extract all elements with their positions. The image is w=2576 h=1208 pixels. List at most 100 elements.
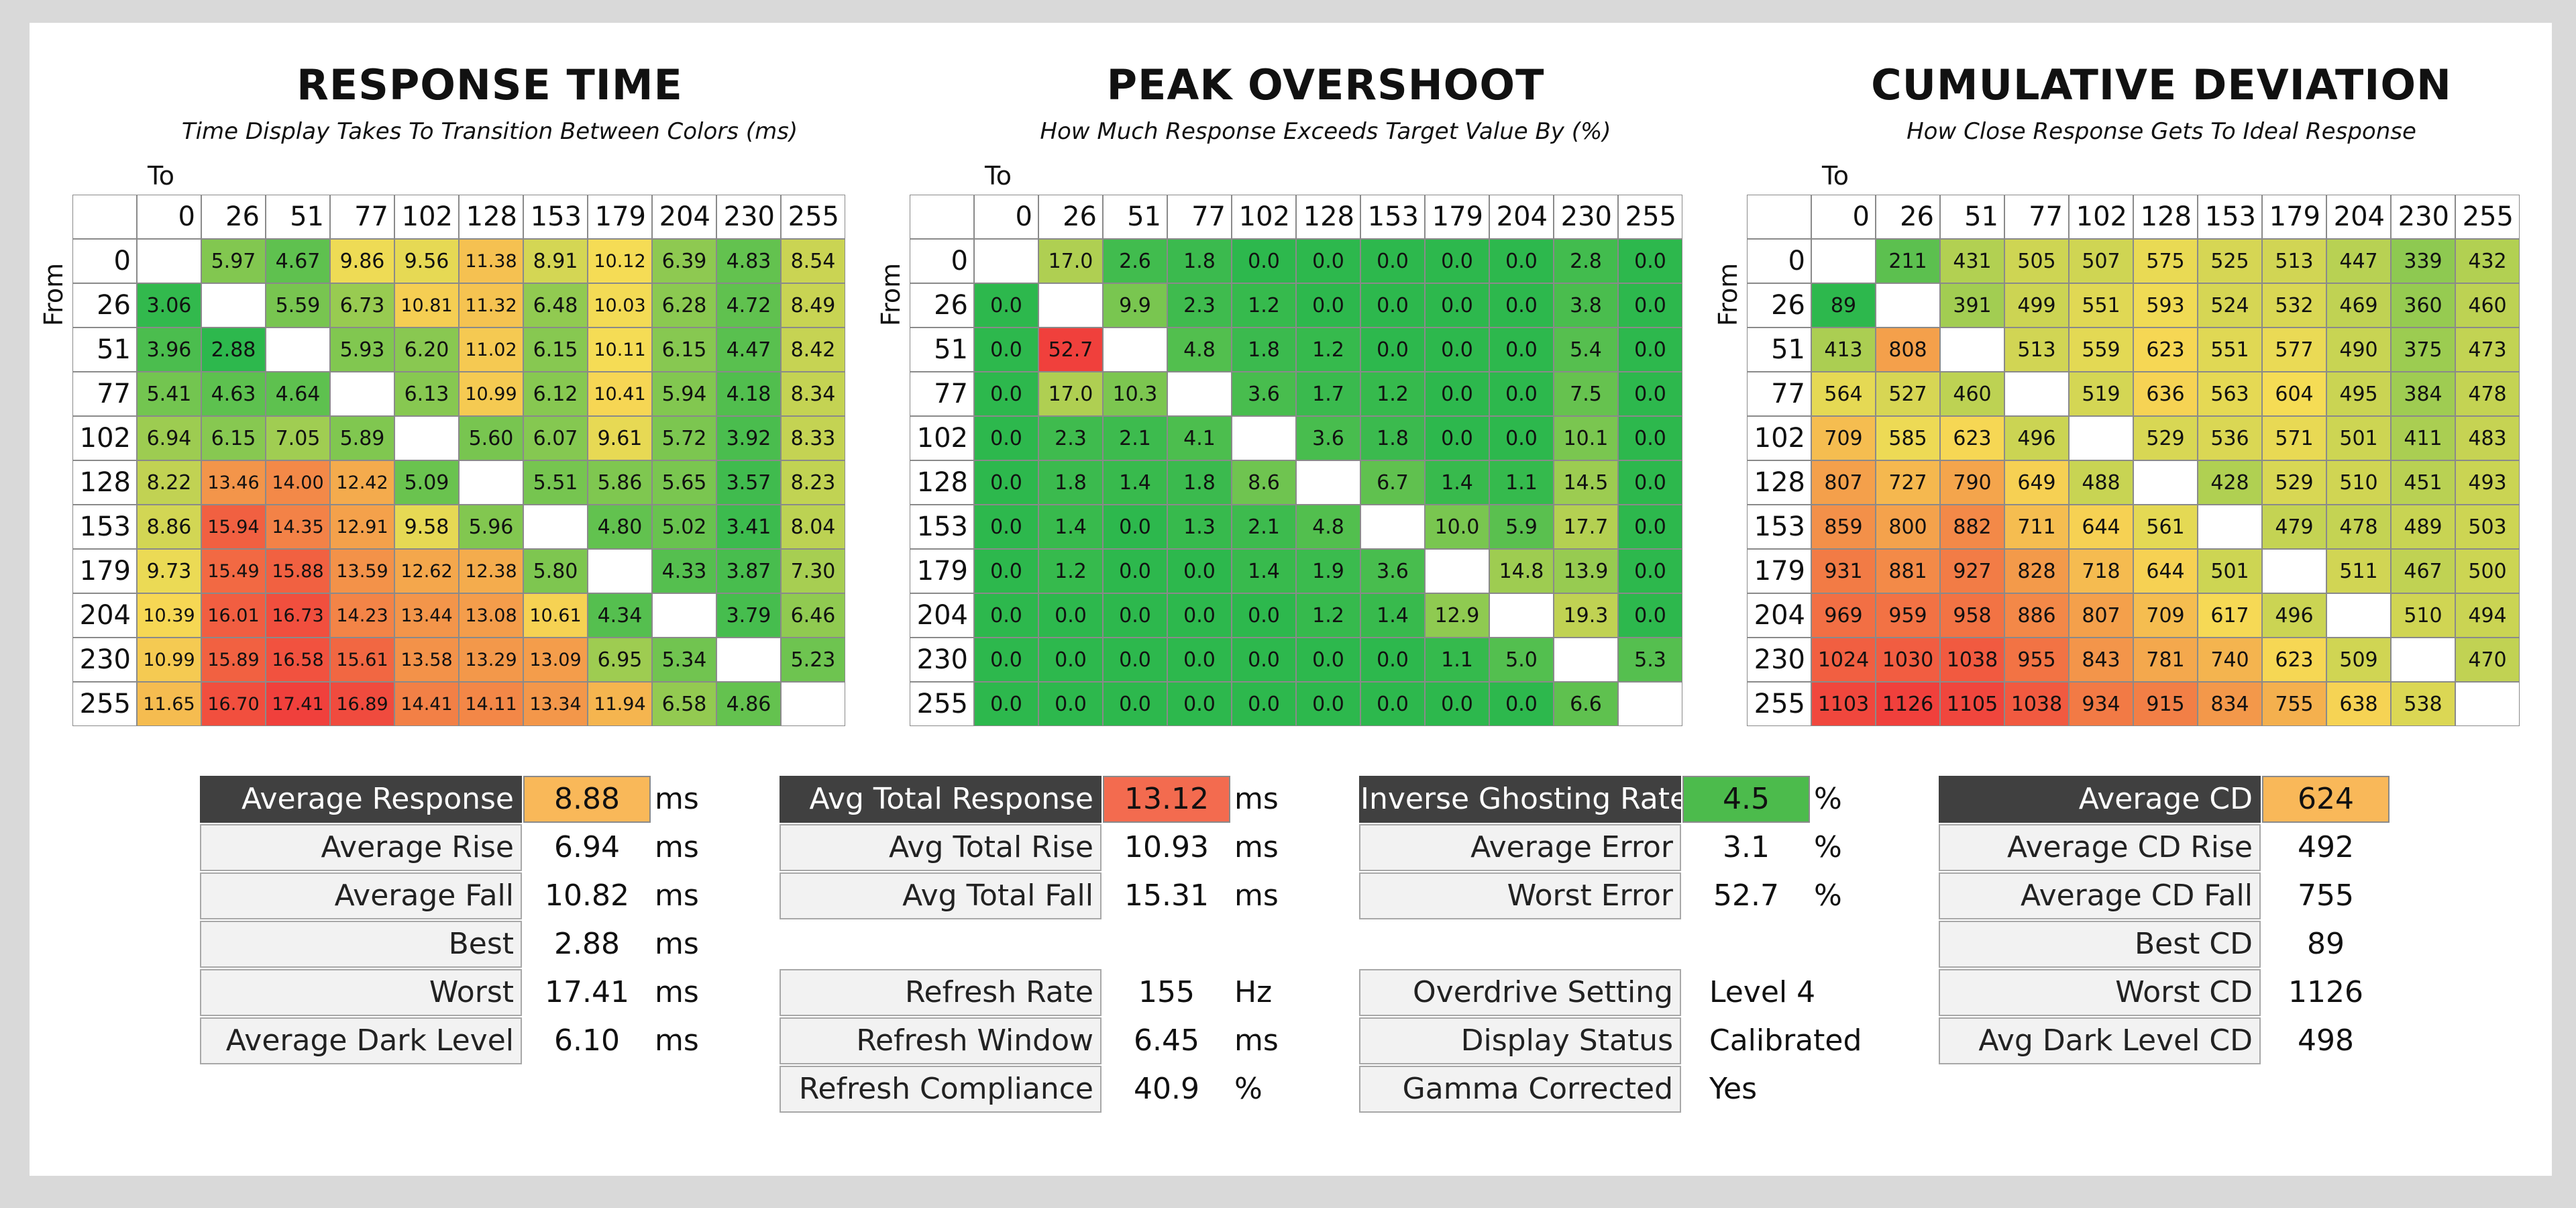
- heatmap-cell: 5.23: [781, 638, 845, 682]
- row-header: 153: [1747, 505, 1811, 549]
- chart-subtitle: How Close Response Gets To Ideal Respons…: [1907, 118, 2416, 145]
- heatmap-cell: [1425, 549, 1489, 593]
- row-header: 51: [910, 328, 974, 372]
- heatmap-cell: [1618, 682, 1682, 726]
- heatmap-cell: 428: [2198, 460, 2262, 505]
- heatmap-cell: 1.2: [1038, 549, 1103, 593]
- heatmap-cell: 6.46: [781, 593, 845, 638]
- stat-label: Average Dark Level: [200, 1017, 522, 1064]
- heatmap-cell: 2.3: [1038, 416, 1103, 460]
- column-header: 179: [1425, 195, 1489, 239]
- column-header: 204: [2326, 195, 2391, 239]
- row-header: 26: [910, 283, 974, 328]
- row-header: 0: [1747, 239, 1811, 283]
- axis-label-to: To: [1822, 161, 1849, 191]
- stat-label: Refresh Window: [780, 1017, 1102, 1064]
- heatmap-cell: 499: [2004, 283, 2069, 328]
- heatmap-cell: 8.34: [781, 372, 845, 416]
- heatmap-cell: [1876, 283, 1940, 328]
- column-header: 255: [1618, 195, 1682, 239]
- heatmap-cell: 17.7: [1554, 505, 1618, 549]
- row-header: 255: [910, 682, 974, 726]
- heatmap-cell: 0.0: [1618, 328, 1682, 372]
- heatmap-cell: 538: [2391, 682, 2455, 726]
- heatmap-cell: 505: [2004, 239, 2069, 283]
- heatmap-cell: 14.35: [266, 505, 330, 549]
- heatmap-cell: 3.79: [716, 593, 781, 638]
- heatmap-cell: 496: [2262, 593, 2326, 638]
- axis-label-from: From: [39, 262, 68, 326]
- heatmap-cell: 0.0: [1618, 239, 1682, 283]
- stat-label: Average CD: [1939, 776, 2261, 823]
- heatmap-cell: 636: [2133, 372, 2198, 416]
- column-header: 230: [1554, 195, 1618, 239]
- stat-value: 492: [2298, 830, 2354, 864]
- heatmap-cell: 510: [2391, 593, 2455, 638]
- heatmap-cell: 0.0: [1618, 283, 1682, 328]
- row-header: 77: [910, 372, 974, 416]
- row-header: 77: [1747, 372, 1811, 416]
- heatmap-cell: 469: [2326, 283, 2391, 328]
- row-header: 179: [72, 549, 137, 593]
- heatmap-cell: 0.0: [1296, 682, 1360, 726]
- heatmap-cell: 0.0: [1425, 328, 1489, 372]
- heatmap-cell: 0.0: [1489, 372, 1554, 416]
- heatmap-cell: 2.8: [1554, 239, 1618, 283]
- heatmap-cell: [1940, 328, 2004, 372]
- heatmap-cell: 834: [2198, 682, 2262, 726]
- stat-unit: ms: [655, 878, 699, 913]
- heatmap-cell: [2004, 372, 2069, 416]
- heatmap-cell: 10.39: [137, 593, 201, 638]
- heatmap-cell: 1.4: [1038, 505, 1103, 549]
- heatmap-cell: [1554, 638, 1618, 682]
- heatmap-cell: 10.1: [1554, 416, 1618, 460]
- heatmap-cell: 790: [1940, 460, 2004, 505]
- heatmap-cell: 15.61: [330, 638, 394, 682]
- heatmap-cell: 4.67: [266, 239, 330, 283]
- heatmap-cell: 718: [2069, 549, 2133, 593]
- heatmap-cell: 577: [2262, 328, 2326, 372]
- heatmap-cell: 3.87: [716, 549, 781, 593]
- heatmap-cell: 0.0: [1618, 549, 1682, 593]
- heatmap-cell: 12.9: [1425, 593, 1489, 638]
- heatmap-cell: 12.91: [330, 505, 394, 549]
- heatmap-cell: 470: [2455, 638, 2520, 682]
- heatmap-cell: 807: [2069, 593, 2133, 638]
- heatmap-cell: 1.3: [1167, 505, 1232, 549]
- heatmap-cell: 8.54: [781, 239, 845, 283]
- heatmap-cell: 4.63: [201, 372, 266, 416]
- heatmap-cell: 0.0: [1103, 505, 1167, 549]
- heatmap-cell: 0.0: [974, 549, 1038, 593]
- heatmap-cell: 10.99: [459, 372, 523, 416]
- row-header: 0: [72, 239, 137, 283]
- heatmap-cell: 1.2: [1296, 328, 1360, 372]
- stat-unit: ms: [655, 782, 699, 816]
- chart-title: CUMULATIVE DEVIATION: [1871, 60, 2452, 109]
- heatmap-cell: 709: [1811, 416, 1876, 460]
- axis-label-to: To: [148, 161, 175, 191]
- column-header: 153: [523, 195, 588, 239]
- heatmap-cell: 0.0: [1296, 239, 1360, 283]
- heatmap-cell: 6.12: [523, 372, 588, 416]
- heatmap-cell: 1.8: [1038, 460, 1103, 505]
- stat-value: 755: [2298, 878, 2354, 913]
- heatmap-cell: 931: [1811, 549, 1876, 593]
- heatmap-cell: 5.97: [201, 239, 266, 283]
- heatmap-cell: 467: [2391, 549, 2455, 593]
- stat-label: Best: [200, 921, 522, 968]
- heatmap-cell: 6.07: [523, 416, 588, 460]
- heatmap-cell: 1.2: [1232, 283, 1296, 328]
- heatmap-cell: 11.38: [459, 239, 523, 283]
- heatmap-cell: 500: [2455, 549, 2520, 593]
- heatmap-cell: 6.28: [652, 283, 716, 328]
- heatmap-cell: 623: [1940, 416, 2004, 460]
- stat-label: Worst CD: [1939, 969, 2261, 1016]
- heatmap-cell: 0.0: [1167, 593, 1232, 638]
- stat-value: 155: [1138, 975, 1195, 1009]
- heatmap-cell: 0.0: [974, 460, 1038, 505]
- heatmap-cell: 604: [2262, 372, 2326, 416]
- heatmap-cell: 644: [2069, 505, 2133, 549]
- heatmap-cell: 9.56: [394, 239, 459, 283]
- stat-value: 17.41: [545, 975, 629, 1009]
- heatmap-cell: 7.30: [781, 549, 845, 593]
